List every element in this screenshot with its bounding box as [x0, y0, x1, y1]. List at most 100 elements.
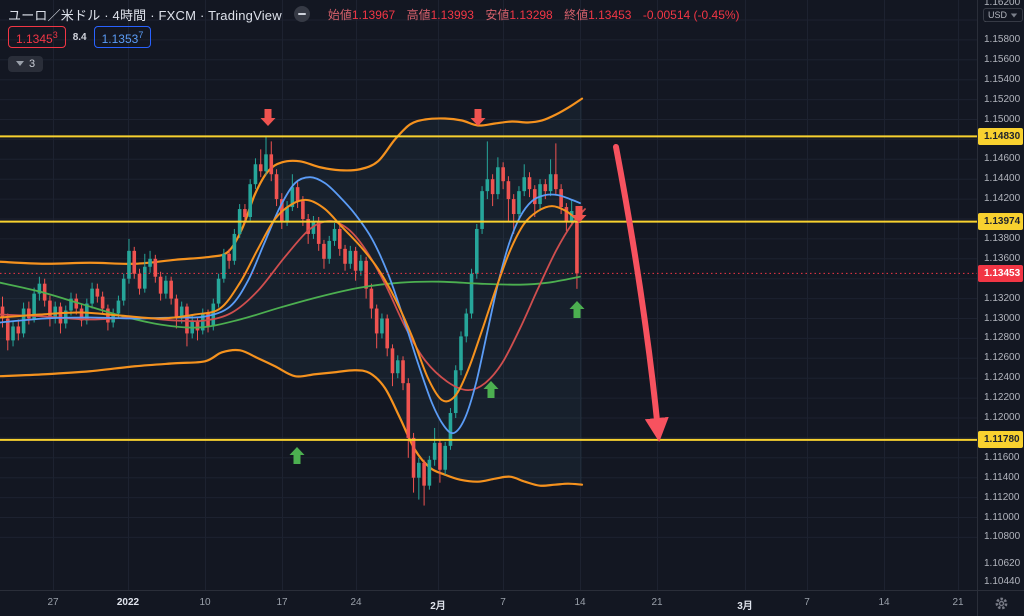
- candle-body: [417, 462, 421, 478]
- up-arrow-marker[interactable]: [483, 381, 499, 398]
- price-axis-label: 1.10440: [984, 576, 1021, 587]
- ask-price-box: 1.13537: [93, 26, 152, 48]
- time-axis-label: 2月: [430, 601, 446, 612]
- candle-body: [380, 318, 384, 334]
- candle-body: [169, 280, 173, 299]
- indicators-collapse-button[interactable]: 3: [8, 55, 44, 72]
- price-axis-border: [977, 0, 978, 616]
- price-axis-label: 1.14600: [984, 153, 1021, 165]
- axis-settings-corner[interactable]: [978, 591, 1024, 616]
- candle-body: [185, 306, 189, 334]
- candle-body: [369, 288, 374, 309]
- candle-body: [69, 298, 73, 311]
- price-axis-label: 1.12400: [984, 372, 1021, 384]
- candle-body: [174, 298, 179, 319]
- candle-body: [364, 260, 368, 289]
- high-label: 高値: [406, 7, 431, 22]
- candle-body: [432, 442, 437, 460]
- low-value: 1.13298: [509, 7, 553, 22]
- price-axis-label: 1.11000: [984, 511, 1020, 523]
- candle-body: [222, 253, 226, 279]
- candle-body: [564, 207, 569, 221]
- candle-body: [359, 260, 363, 271]
- candle-body: [0, 306, 5, 319]
- price-axis-label: 1.15600: [984, 53, 1021, 65]
- price-axis-label: 1.15200: [984, 93, 1021, 105]
- candle-body: [575, 222, 579, 274]
- candle-body: [32, 293, 36, 319]
- candle-body: [74, 298, 79, 309]
- candle-body: [164, 280, 168, 294]
- down-arrow-marker[interactable]: [260, 109, 276, 126]
- bb_basis-line: [0, 198, 581, 403]
- candle-body: [106, 308, 110, 323]
- bb_lower-line: [0, 348, 584, 487]
- time-axis-label: 2022: [116, 597, 140, 608]
- candle-body: [285, 207, 289, 221]
- projection-arrow-drawing[interactable]: [613, 144, 669, 442]
- candle-body: [264, 154, 268, 172]
- currency-selector[interactable]: USD: [983, 8, 1024, 22]
- candle-body: [158, 276, 163, 294]
- candle-body: [327, 240, 332, 259]
- candle-body: [137, 273, 142, 289]
- candle-body: [538, 184, 542, 205]
- close-label: 終値: [564, 7, 589, 22]
- candle-body: [343, 248, 347, 264]
- down-arrow-marker[interactable]: [571, 206, 587, 223]
- bollinger-band-fill: [0, 98, 582, 486]
- candle-body: [195, 320, 200, 331]
- candle-body: [116, 300, 121, 314]
- gear-icon[interactable]: [994, 596, 1009, 611]
- candlestick-chart[interactable]: [0, 0, 977, 590]
- time-axis-label: 17: [276, 597, 288, 608]
- minus-icon: [297, 13, 306, 15]
- symbol-row: ユーロ／米ドル · 4時間 · FXCM · TradingView 始値1.1…: [8, 5, 740, 23]
- candle-body: [395, 360, 400, 374]
- candle-body: [517, 191, 521, 215]
- candle-body: [179, 306, 184, 319]
- time-axis-label: 14: [574, 597, 586, 608]
- up-arrow-marker[interactable]: [569, 301, 585, 318]
- minimize-legend-button[interactable]: [293, 6, 310, 22]
- price-axis-label: 1.13800: [984, 232, 1021, 244]
- chevron-down-icon: [16, 61, 24, 66]
- candle-body: [95, 288, 100, 297]
- candle-body: [353, 250, 358, 271]
- candle-body: [374, 308, 379, 334]
- candle-body: [306, 219, 310, 234]
- price-level-badge: 1.13974: [978, 213, 1023, 231]
- candle-body: [58, 306, 63, 324]
- time-axis[interactable]: 27 2022 10 17 24 2月 7 14 21 3月 7 14 21: [0, 590, 977, 616]
- price-axis-label: 1.15800: [984, 33, 1021, 45]
- price-axis[interactable]: USD 1.162001.160001.158001.156001.154001…: [977, 0, 1024, 590]
- candle-body: [100, 296, 105, 309]
- candle-body: [295, 187, 300, 202]
- candle-body: [527, 177, 532, 190]
- candle-body: [511, 199, 516, 215]
- candle-body: [132, 250, 137, 274]
- time-axis-label: 27: [47, 597, 59, 608]
- candle-body: [11, 326, 15, 341]
- chevron-down-icon: [1010, 13, 1018, 17]
- change-value: -0.00514 (-0.45%): [642, 7, 740, 22]
- price-axis-label: 1.12800: [984, 332, 1021, 344]
- time-axis-label: 24: [350, 597, 362, 608]
- candle-body: [248, 184, 252, 218]
- down-arrow-marker[interactable]: [470, 109, 486, 126]
- candle-body: [501, 167, 505, 182]
- candle-body: [16, 326, 21, 334]
- price-axis-label: 1.11400: [984, 471, 1020, 483]
- candle-body: [522, 177, 527, 192]
- symbol-title[interactable]: ユーロ／米ドル · 4時間 · FXCM · TradingView: [8, 7, 282, 23]
- up-arrow-marker[interactable]: [289, 447, 305, 464]
- candle-body: [243, 209, 247, 218]
- bid-price-box: 1.13453: [8, 26, 66, 48]
- candle-body: [258, 164, 263, 172]
- candle-body: [48, 300, 52, 319]
- candle-body: [469, 273, 474, 314]
- candle-body: [401, 360, 405, 384]
- candle-body: [127, 250, 131, 279]
- candle-body: [142, 266, 147, 289]
